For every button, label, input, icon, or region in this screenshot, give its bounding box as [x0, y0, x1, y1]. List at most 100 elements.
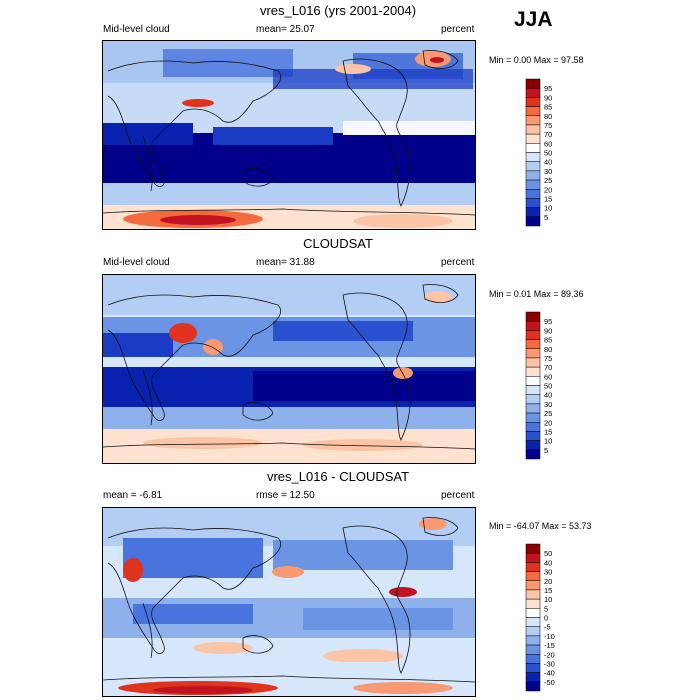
colorbar-tick-label: 10: [544, 595, 552, 604]
colorbar-box: [525, 152, 541, 162]
colorbar-box: [525, 170, 541, 181]
colorbar-tick-label: -40: [544, 669, 555, 678]
colorbar-tick-label: 5: [544, 446, 548, 455]
colorbar-tick-label: 70: [544, 130, 552, 139]
panel-1-map: [102, 40, 476, 230]
colorbar-box: [525, 672, 541, 683]
colorbar-tick-label: 75: [544, 121, 552, 130]
colorbar-tick-label: 30: [544, 167, 552, 176]
panel-2-units: percent: [441, 257, 475, 268]
colorbar-tick-label: 0: [544, 614, 548, 623]
season-label: JJA: [514, 8, 553, 31]
colorbar-tick-label: 25: [544, 176, 552, 185]
colorbar-tick-label: -15: [544, 641, 555, 650]
colorbar-box: [525, 385, 541, 395]
colorbar-tick-label: 60: [544, 372, 552, 381]
colorbar-box: [525, 330, 541, 340]
colorbar-box: [525, 589, 541, 600]
colorbar-box: [525, 320, 541, 331]
colorbar-box: [525, 124, 541, 135]
colorbar-box: [525, 198, 541, 208]
panel-3-units: percent: [441, 490, 475, 501]
panel-2-minmax: Min = 0.01 Max = 89.36: [489, 289, 584, 299]
colorbar-tick-label: 15: [544, 194, 552, 203]
colorbar-tick-label: 40: [544, 391, 552, 400]
colorbar-tick-label: 20: [544, 577, 552, 586]
colorbar-box: [525, 449, 541, 460]
colorbar-tick-label: 20: [544, 185, 552, 194]
panel-2-title: CLOUDSAT: [303, 236, 373, 251]
panel-2-map: [102, 274, 476, 464]
panel-1-units: percent: [441, 24, 475, 35]
colorbar-box: [525, 431, 541, 441]
colorbar-box: [525, 366, 541, 377]
panel-2-mean: mean= 31.88: [256, 257, 315, 268]
colorbar-tick-label: 5: [544, 213, 548, 222]
colorbar-box: [525, 403, 541, 414]
colorbar-box: [525, 422, 541, 432]
colorbar-box: [525, 115, 541, 126]
colorbar-box: [525, 412, 541, 423]
colorbar-tick-label: 60: [544, 139, 552, 148]
colorbar-box: [525, 663, 541, 673]
colorbar-box: [525, 376, 541, 386]
colorbar-box: [525, 97, 541, 107]
panel-3-mean: mean = -6.81: [103, 490, 163, 501]
colorbar-tick-label: -20: [544, 650, 555, 659]
colorbar-box: [525, 635, 541, 646]
panel-3-minmax: Min = -64.07 Max = 53.73: [489, 521, 592, 531]
colorbar-box: [525, 598, 541, 609]
colorbar-tick-label: 5: [544, 604, 548, 613]
colorbar-tick-label: 80: [544, 345, 552, 354]
colorbar-box: [525, 216, 541, 227]
colorbar-tick-label: 95: [544, 317, 552, 326]
colorbar-box: [525, 543, 541, 554]
colorbar-box: [525, 644, 541, 655]
colorbar-box: [525, 357, 541, 368]
colorbar-box: [525, 394, 541, 405]
colorbar-box: [525, 311, 541, 322]
colorbar-box: [525, 654, 541, 664]
panel-1-colorbar: 95 90 85 80 75 70 60 50 40 30 25 20 15 10 5: [525, 78, 586, 227]
colorbar-tick-label: 95: [544, 84, 552, 93]
colorbar-box: [525, 207, 541, 218]
panel-3-colorbar: 50 40 30 20 15 10 5 0 -5 -10 -15 -20 -30 -40 -50: [525, 543, 586, 692]
colorbar-tick-label: 90: [544, 93, 552, 102]
colorbar-tick-label: 10: [544, 437, 552, 446]
colorbar-tick-label: 80: [544, 112, 552, 121]
colorbar-tick-label: 30: [544, 568, 552, 577]
colorbar-tick-label: 15: [544, 427, 552, 436]
colorbar-box: [525, 133, 541, 144]
panel-1-title: vres_L016 (yrs 2001-2004): [259, 3, 417, 18]
colorbar-tick-label: -30: [544, 659, 555, 668]
colorbar-box: [525, 161, 541, 172]
colorbar-box: [525, 87, 541, 98]
colorbar-box: [525, 78, 541, 89]
colorbar-tick-label: -5: [544, 623, 551, 632]
colorbar-tick-label: 50: [544, 549, 552, 558]
colorbar-box: [525, 106, 541, 116]
colorbar-box: [525, 339, 541, 349]
panel-1-minmax: Min = 0.00 Max = 97.58: [489, 55, 584, 65]
panel-3-title: vres_L016 - CLOUDSAT: [266, 469, 410, 484]
colorbar-tick-label: 40: [544, 158, 552, 167]
colorbar-tick-label: 20: [544, 418, 552, 427]
colorbar-box: [525, 179, 541, 190]
colorbar-box: [525, 617, 541, 627]
colorbar-tick-label: 40: [544, 558, 552, 567]
panel-3-map: [102, 507, 476, 697]
colorbar-tick-label: -50: [544, 678, 555, 687]
colorbar-tick-label: 50: [544, 149, 552, 158]
colorbar-box: [525, 608, 541, 618]
panel-2-field-label: Mid-level cloud: [103, 257, 170, 268]
colorbar-tick-label: 15: [544, 586, 552, 595]
colorbar-box: [525, 552, 541, 563]
panel-2-colorbar: 95 90 85 80 75 70 60 50 40 30 25 20 15 10 5: [525, 311, 586, 460]
colorbar-tick-label: 70: [544, 363, 552, 372]
panel-1-field-label: Mid-level cloud: [103, 24, 170, 35]
colorbar-tick-label: 30: [544, 400, 552, 409]
colorbar-tick-label: 50: [544, 382, 552, 391]
colorbar-box: [525, 681, 541, 692]
panel-3-rmse: rmse = 12.50: [256, 490, 315, 501]
colorbar-box: [525, 348, 541, 359]
